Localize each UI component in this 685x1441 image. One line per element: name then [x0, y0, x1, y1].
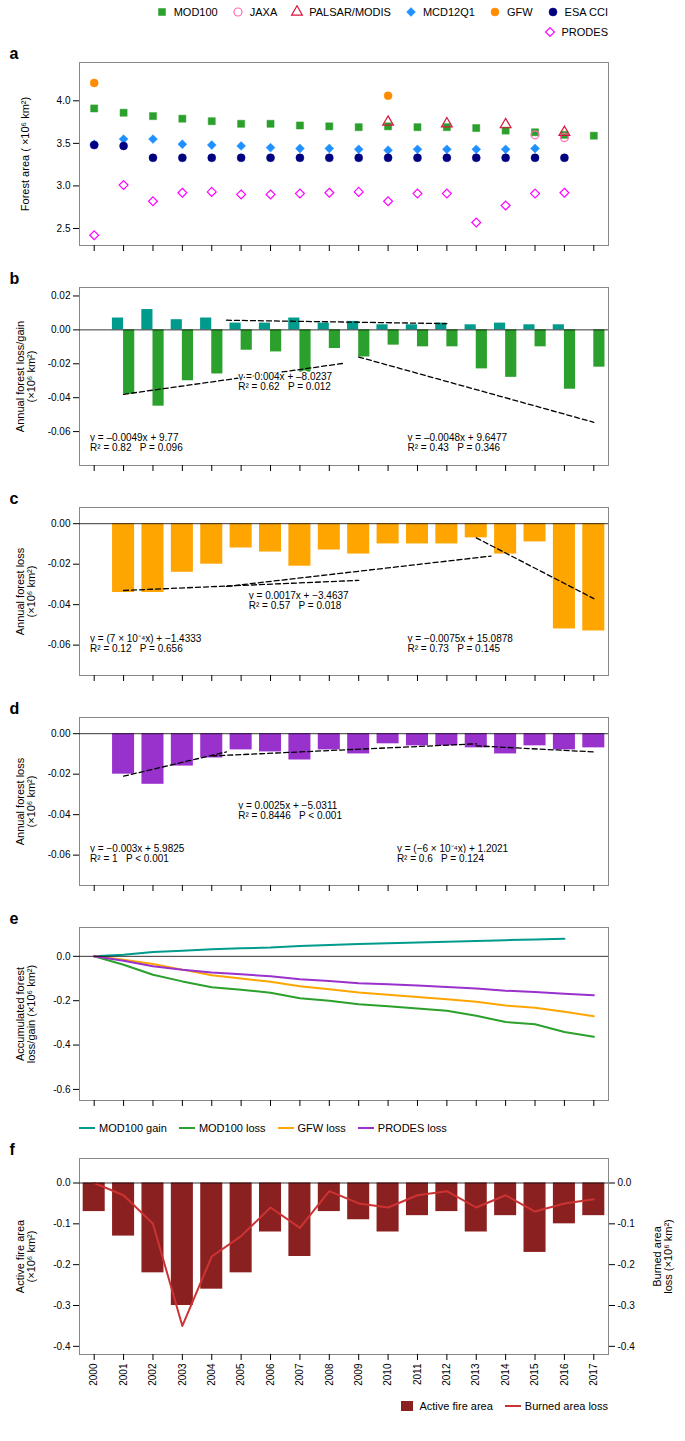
svg-text:-0.06: -0.06 [48, 426, 71, 437]
svg-text:Annual forest loss/gain(×10⁶ k: Annual forest loss/gain(×10⁶ km²) [14, 321, 37, 432]
svg-text:2015: 2015 [529, 1363, 540, 1386]
svg-text:-0.02: -0.02 [48, 768, 71, 779]
svg-text:-0.2: -0.2 [53, 995, 71, 1006]
svg-text:2013: 2013 [470, 1363, 481, 1386]
svg-text:-0.02: -0.02 [48, 358, 71, 369]
svg-text:e: e [10, 910, 19, 927]
svg-text:-0.06: -0.06 [48, 639, 71, 650]
svg-text:Burned arealoss (×10⁶ km²): Burned arealoss (×10⁶ km²) [651, 1219, 674, 1294]
svg-text:y = 0.0025x + −5.0311R² = 0.84: y = 0.0025x + −5.0311R² = 0.8446 P < 0.0… [238, 800, 342, 821]
svg-text:-0.06: -0.06 [48, 849, 71, 860]
svg-text:3.5: 3.5 [57, 138, 71, 149]
svg-text:2012: 2012 [441, 1363, 452, 1386]
html-text:MOD100 loss: MOD100 loss [198, 1122, 266, 1134]
svg-text:y = –0.0049x + 9.77R² = 0.82: y = –0.0049x + 9.77R² = 0.82 P = 0.096 [90, 432, 183, 453]
svg-text:f: f [10, 1141, 16, 1158]
svg-text:0.00: 0.00 [51, 324, 71, 335]
svg-text:0.0: 0.0 [57, 951, 71, 962]
html-text:PALSAR/MODIS: PALSAR/MODIS [309, 6, 391, 18]
svg-text:y = 0.004x + –8.0237R² = 0.62: y = 0.004x + –8.0237R² = 0.62 P = 0.012 [238, 371, 332, 392]
svg-text:Forest area ( ×10⁶ km²): Forest area ( ×10⁶ km²) [19, 97, 31, 211]
svg-text:4.0: 4.0 [57, 95, 71, 106]
svg-text:c: c [10, 490, 19, 507]
svg-text:-0.3: -0.3 [53, 1300, 71, 1311]
svg-text:-0.04: -0.04 [48, 392, 71, 403]
svg-text:2005: 2005 [235, 1363, 246, 1386]
svg-text:y = 0.0017x + −3.4637R² = 0.57: y = 0.0017x + −3.4637R² = 0.57 P = 0.018 [249, 590, 349, 611]
svg-text:d: d [10, 700, 20, 717]
svg-text:-0.2: -0.2 [618, 1259, 636, 1270]
svg-text:-0.4: -0.4 [53, 1039, 71, 1050]
svg-text:2004: 2004 [206, 1363, 217, 1386]
svg-text:Annual forest loss(×10⁶ km²): Annual forest loss(×10⁶ km²) [14, 757, 37, 845]
html-text:Burned area loss: Burned area loss [524, 1400, 608, 1412]
html-text:MOD100 gain: MOD100 gain [99, 1122, 167, 1134]
html-text:GFW loss: GFW loss [297, 1122, 346, 1134]
svg-text:-0.1: -0.1 [53, 1218, 71, 1229]
svg-text:y = −0.003x + 5.9825R² = 1 P: y = −0.003x + 5.9825R² = 1 P < 0.001 [90, 843, 185, 864]
html-text:ESA CCI: ESA CCI [564, 6, 608, 18]
svg-text:y = (−6 × 10⁻⁴x) + 1.2021R² =: y = (−6 × 10⁻⁴x) + 1.2021R² = 0.6 P = 0.… [397, 843, 509, 864]
svg-text:-0.1: -0.1 [618, 1218, 636, 1229]
svg-text:-0.04: -0.04 [48, 809, 71, 820]
svg-text:-0.02: -0.02 [48, 558, 71, 569]
svg-text:2009: 2009 [353, 1363, 364, 1386]
svg-text:-0.4: -0.4 [618, 1341, 636, 1352]
svg-text:0.00: 0.00 [51, 728, 71, 739]
svg-text:2001: 2001 [118, 1363, 129, 1386]
svg-text:Annual forest loss(×10⁶ km²): Annual forest loss(×10⁶ km²) [14, 547, 37, 635]
svg-text:2002: 2002 [147, 1363, 158, 1386]
svg-text:-0.3: -0.3 [618, 1300, 636, 1311]
svg-text:Active fire area(×10⁶ km²): Active fire area(×10⁶ km²) [14, 1219, 37, 1293]
svg-text:2008: 2008 [324, 1363, 335, 1386]
svg-text:3.0: 3.0 [57, 180, 71, 191]
html-text:GFW: GFW [506, 6, 533, 18]
svg-text:y = –0.0048x + 9.6477R² = 0.43: y = –0.0048x + 9.6477R² = 0.43 P = 0.346 [407, 432, 507, 453]
html-text:PRODES: PRODES [561, 26, 608, 38]
svg-text:2.5: 2.5 [57, 223, 71, 234]
svg-text:0.00: 0.00 [51, 518, 71, 529]
html-text:MCD12Q1: MCD12Q1 [423, 6, 475, 18]
svg-text:2014: 2014 [500, 1363, 511, 1386]
svg-text:2000: 2000 [88, 1363, 99, 1386]
svg-text:0.0: 0.0 [57, 1177, 71, 1188]
html-text:MOD100: MOD100 [173, 6, 218, 18]
svg-text:2016: 2016 [559, 1363, 570, 1386]
svg-text:2011: 2011 [412, 1363, 423, 1385]
svg-text:Accumulated forestloss/gain (×: Accumulated forestloss/gain (×10⁶ km²) [14, 965, 37, 1063]
svg-text:-0.6: -0.6 [53, 1084, 71, 1095]
svg-text:0.02: 0.02 [51, 290, 71, 301]
html-text:PRODES loss: PRODES loss [377, 1122, 447, 1134]
svg-text:y = (7 × 10⁻⁴x) + −1.4333R² =: y = (7 × 10⁻⁴x) + −1.4333R² = 0.12 P = 0… [90, 633, 202, 654]
svg-text:0.0: 0.0 [618, 1177, 632, 1188]
svg-text:-0.2: -0.2 [53, 1259, 71, 1270]
svg-text:2006: 2006 [265, 1363, 276, 1386]
html-text:Active fire area: Active fire area [419, 1400, 493, 1412]
svg-text:b: b [10, 270, 20, 287]
svg-text:-0.04: -0.04 [48, 599, 71, 610]
svg-text:2010: 2010 [382, 1363, 393, 1386]
svg-text:-0.4: -0.4 [53, 1341, 71, 1352]
svg-text:2003: 2003 [177, 1363, 188, 1386]
svg-text:2017: 2017 [588, 1363, 599, 1386]
svg-text:a: a [10, 45, 19, 62]
html-text:JAXA: JAXA [249, 6, 278, 18]
svg-text:2007: 2007 [294, 1363, 305, 1386]
svg-text:y = −0.0075x + 15.0878R² = 0.7: y = −0.0075x + 15.0878R² = 0.73 P = 0.14… [407, 633, 513, 654]
